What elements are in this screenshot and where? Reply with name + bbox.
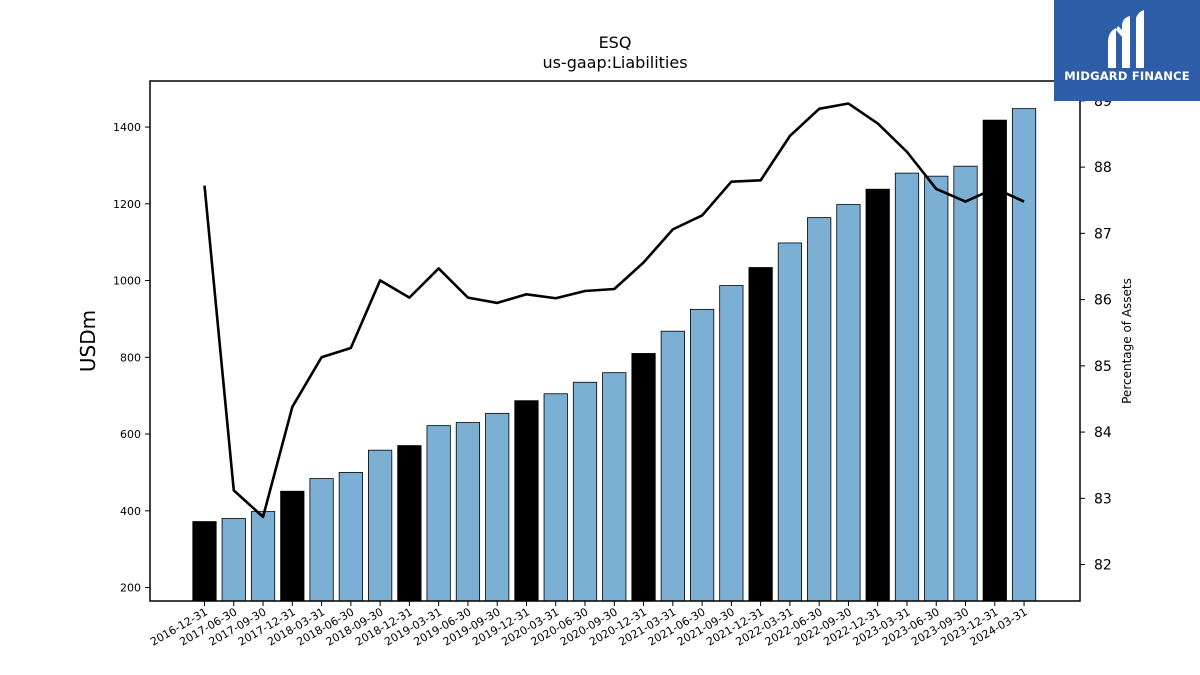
line-series (203, 102, 1025, 519)
bar-2018-06-30 (338, 472, 363, 602)
bar-2022-06-30 (807, 217, 832, 602)
bar-2018-12-31 (397, 445, 422, 602)
bar-2020-06-30 (572, 381, 598, 602)
y2-tick-label: 88 (1094, 160, 1112, 176)
chart-title: ESQ (599, 33, 632, 52)
bar-2022-09-30 (836, 204, 861, 602)
bar-2019-03-31 (426, 425, 451, 602)
y-tick-label: 1400 (113, 121, 141, 134)
bar-2020-12-31 (631, 353, 656, 602)
bar-2017-06-30 (221, 518, 246, 602)
y-axis-label: USDm (76, 310, 100, 372)
y-tick-label: 600 (120, 428, 141, 441)
bar-2021-03-31 (660, 330, 685, 602)
y2-axis-label: Percentage of Assets (1120, 278, 1134, 404)
y-tick-label: 400 (120, 505, 141, 518)
bar-2016-12-31 (192, 521, 217, 602)
bar-2022-03-31 (777, 242, 803, 602)
bar-2018-03-31 (309, 478, 334, 602)
bar-2020-09-30 (602, 372, 627, 602)
plot-frame (149, 80, 1081, 602)
percentage-of-assets-line (203, 102, 1025, 519)
bar-2021-12-31 (748, 267, 773, 602)
bar-2023-03-31 (894, 172, 920, 602)
y2-tick-label: 84 (1094, 425, 1112, 441)
y2-tick-label: 86 (1094, 293, 1112, 309)
y-axis-left: 200 400 600 800 1000 1200 1400 (113, 121, 150, 595)
bar-2021-06-30 (689, 308, 715, 602)
midgard-logo-icon (1108, 10, 1144, 68)
y-tick-label: 1000 (113, 275, 141, 288)
bar-2018-09-30 (368, 449, 393, 602)
bar-2022-12-31 (865, 188, 890, 602)
logo: MIDGARD FINANCE (1054, 0, 1200, 101)
y2-tick-label: 87 (1094, 226, 1112, 242)
y-tick-label: 200 (120, 582, 141, 595)
bar-2017-09-30 (250, 511, 276, 602)
x-axis: 2016-12-312017-06-302017-09-302017-12-31… (148, 601, 1030, 649)
bar-2019-09-30 (485, 412, 510, 602)
bar-2021-09-30 (719, 285, 744, 602)
y2-tick-label: 85 (1094, 359, 1112, 375)
y2-tick-label: 83 (1094, 491, 1112, 507)
bar-2024-03-31 (1011, 108, 1037, 602)
y-tick-label: 800 (120, 351, 141, 364)
bar-2020-03-31 (543, 393, 568, 602)
bar-series (192, 108, 1037, 602)
logo-text: MIDGARD FINANCE (1064, 69, 1190, 83)
y2-tick-label: 82 (1094, 558, 1112, 574)
bar-2023-09-30 (953, 165, 978, 602)
bar-2023-06-30 (924, 175, 949, 602)
bar-2019-06-30 (455, 422, 481, 602)
chart-subtitle: us-gaap:Liabilities (542, 53, 687, 72)
bar-2019-12-31 (514, 400, 539, 602)
y-tick-label: 1200 (113, 198, 141, 211)
bar-2017-12-31 (280, 490, 305, 602)
